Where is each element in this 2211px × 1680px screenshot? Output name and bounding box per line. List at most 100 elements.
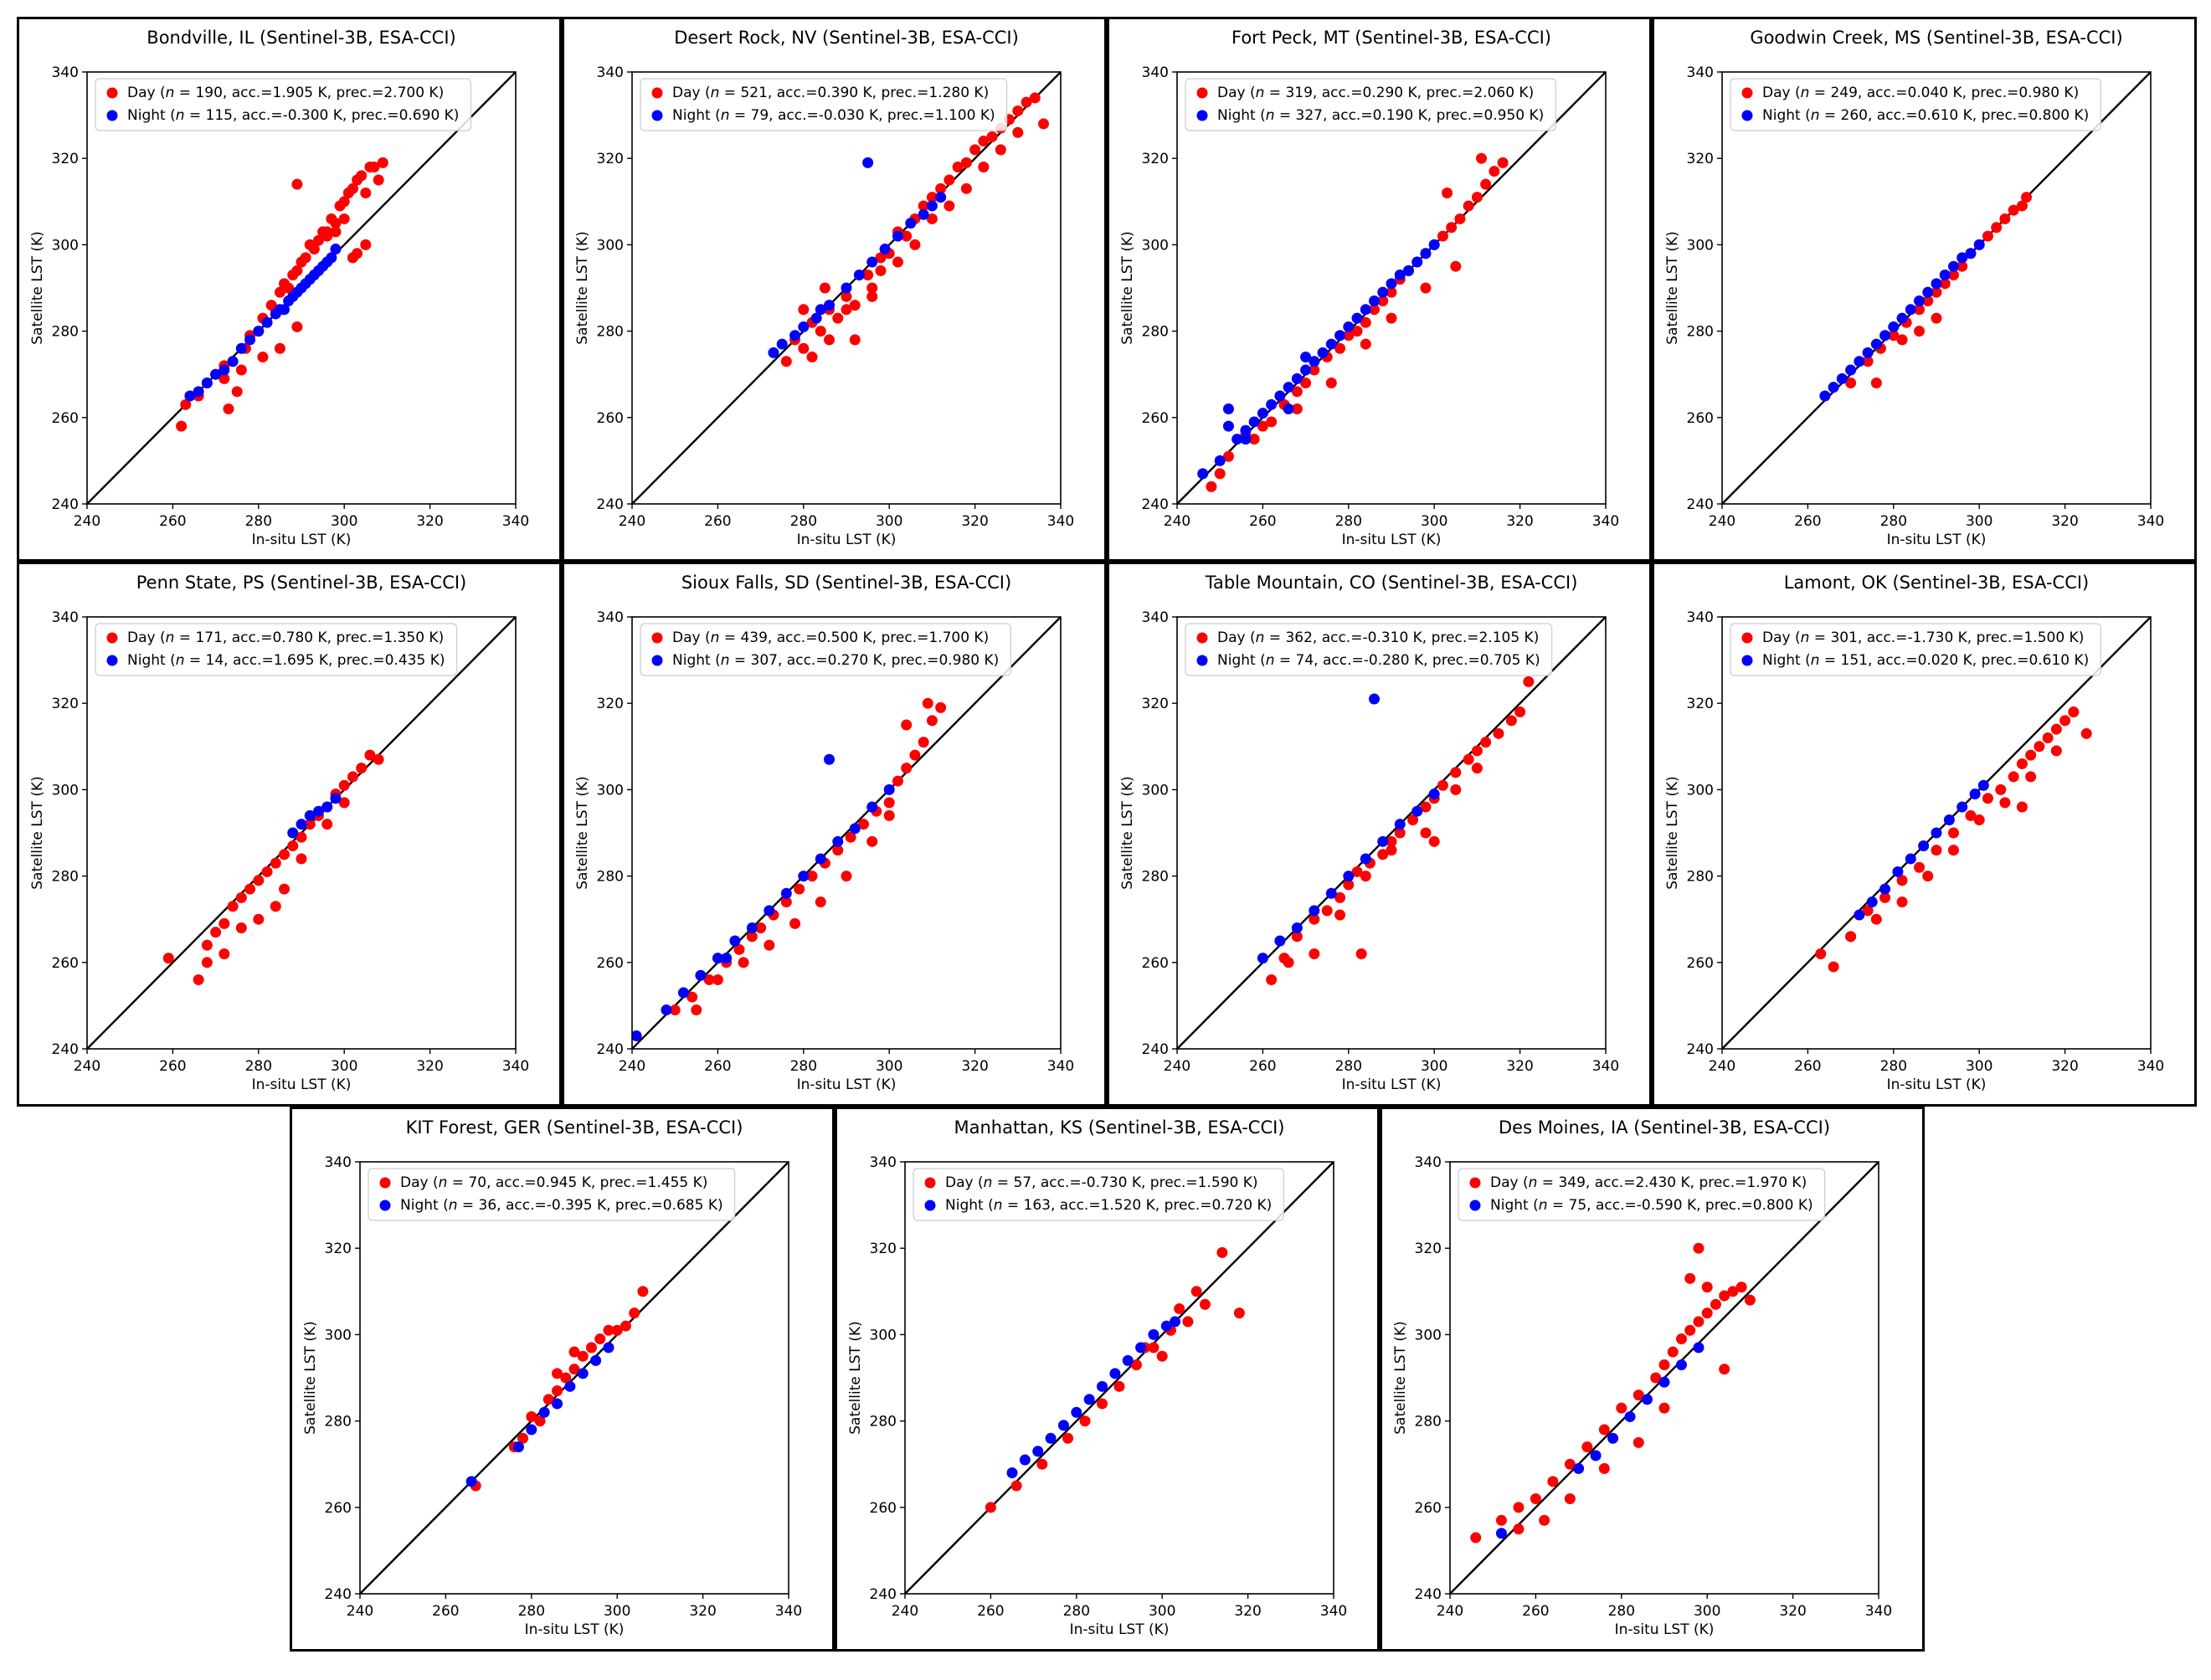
night-point: [1057, 1420, 1069, 1431]
night-point: [926, 200, 938, 212]
day-point: [1564, 1458, 1576, 1470]
day-point: [338, 196, 350, 208]
scatter-chart: Des Moines, IA (Sentinel-3B, ESA-CCI) 240…: [1392, 1117, 1892, 1638]
day-point: [901, 763, 913, 774]
y-tick-label: 340: [597, 64, 624, 81]
y-tick-label: 340: [1687, 609, 1714, 626]
axes-frame: [1721, 71, 2152, 505]
scatter-chart: Fort Peck, MT (Sentinel-3B, ESA-CCI)240 2…: [1119, 28, 1619, 548]
night-point: [632, 1030, 642, 1042]
series-night: [632, 753, 895, 1042]
legend-label-day: Day (n = 171, acc.=0.780 K, prec.=1.350 …: [127, 629, 444, 646]
night-point: [1291, 372, 1303, 384]
day-point: [2042, 732, 2054, 743]
day-point: [1222, 450, 1234, 462]
night-point: [201, 378, 213, 389]
x-tick-label: 340: [1592, 513, 1619, 530]
day-point: [1701, 1282, 1713, 1293]
series-night: [768, 157, 947, 358]
day-point: [1658, 1402, 1670, 1414]
x-tick-label: 300: [1966, 513, 1992, 530]
legend-box: [368, 1168, 736, 1221]
day-point: [1982, 230, 1993, 242]
series-night: [1819, 239, 1985, 402]
legend-marker-day: [651, 87, 663, 99]
day-point: [364, 749, 376, 761]
day-point: [935, 182, 947, 194]
scatter-chart: Sioux Falls, SD (Sentinel-3B, ESA-CCI) 24…: [574, 573, 1074, 1093]
night-point: [853, 270, 865, 281]
scatter-panel: Fort Peck, MT (Sentinel-3B, ESA-CCI) 240 2…: [1107, 17, 1652, 562]
scatter-chart: Bondville, IL (Sentinel-3B, ESA-CCI)240 2…: [29, 28, 529, 548]
day-point: [620, 1320, 631, 1332]
series-night: [1257, 693, 1440, 964]
day-point: [866, 835, 878, 847]
y-tick-label: 260: [1142, 955, 1169, 972]
day-point: [585, 1342, 597, 1354]
legend-label-night: Night (n = 327, acc.=0.190 K, prec.=0.95…: [1217, 107, 1544, 124]
day-point: [1309, 364, 1320, 376]
day-point: [223, 403, 234, 414]
day-point: [686, 991, 698, 1003]
day-point: [296, 831, 307, 843]
day-point: [935, 701, 947, 713]
x-tick-label: 340: [1592, 1058, 1619, 1075]
day-point: [892, 256, 903, 268]
y-tick-label: 300: [52, 237, 79, 254]
night-point: [1943, 814, 1955, 826]
day-point: [1036, 1458, 1048, 1470]
day-point: [746, 931, 758, 943]
axes-frame: [86, 71, 517, 505]
night-point: [1071, 1406, 1082, 1418]
day-point: [1386, 286, 1397, 298]
day-point: [1947, 827, 1959, 839]
day-point: [1719, 1364, 1730, 1375]
day-point: [312, 234, 324, 246]
day-point: [1888, 330, 1900, 342]
legend: Day (n = 171, acc.=0.780 K, prec.=1.350 …: [95, 623, 458, 676]
day-point: [347, 182, 358, 194]
day-point: [1547, 1476, 1559, 1487]
chart-title: Penn State, PS (Sentinel-3B, ESA-CCI): [136, 573, 467, 593]
day-point: [1291, 931, 1303, 943]
night-point: [244, 334, 256, 346]
day-point: [1870, 913, 1882, 925]
day-point: [849, 334, 861, 346]
night-point: [1274, 935, 1286, 947]
day-point: [789, 917, 801, 929]
night-point: [1325, 887, 1337, 899]
y-tick-label: 300: [597, 782, 624, 799]
night-point: [1386, 278, 1397, 290]
day-point: [866, 290, 878, 302]
axes-frame: [1176, 616, 1607, 1050]
day-point: [755, 922, 767, 934]
series-day: [1206, 152, 1509, 492]
night-point: [1222, 420, 1234, 432]
x-axis-label: In-situ LST (K): [1615, 1621, 1715, 1638]
day-point: [235, 891, 247, 903]
night-point: [798, 321, 810, 332]
scatter-panel: Lamont, OK (Sentinel-3B, ESA-CCI) 240 260 2…: [1652, 562, 2197, 1107]
night-point: [1888, 321, 1900, 332]
y-tick-label: 280: [597, 869, 624, 886]
night-point: [1624, 1410, 1636, 1422]
night-point: [1947, 260, 1959, 272]
night-point: [1334, 330, 1346, 342]
axes-frame: [1721, 616, 2152, 1050]
day-point: [1300, 378, 1312, 389]
night-point: [1351, 312, 1363, 324]
day-point: [1266, 974, 1278, 985]
day-point: [257, 352, 269, 363]
y-tick-label: 280: [325, 1414, 352, 1431]
day-point: [1199, 1298, 1211, 1310]
day-point: [1321, 905, 1333, 917]
day-point: [1450, 260, 1462, 272]
night-point: [564, 1380, 576, 1392]
night-point: [1394, 819, 1406, 830]
y-tick-label: 340: [870, 1154, 897, 1171]
night-point: [1420, 248, 1432, 259]
night-point: [1905, 304, 1916, 316]
night-point: [815, 853, 826, 865]
day-point: [1369, 304, 1381, 316]
